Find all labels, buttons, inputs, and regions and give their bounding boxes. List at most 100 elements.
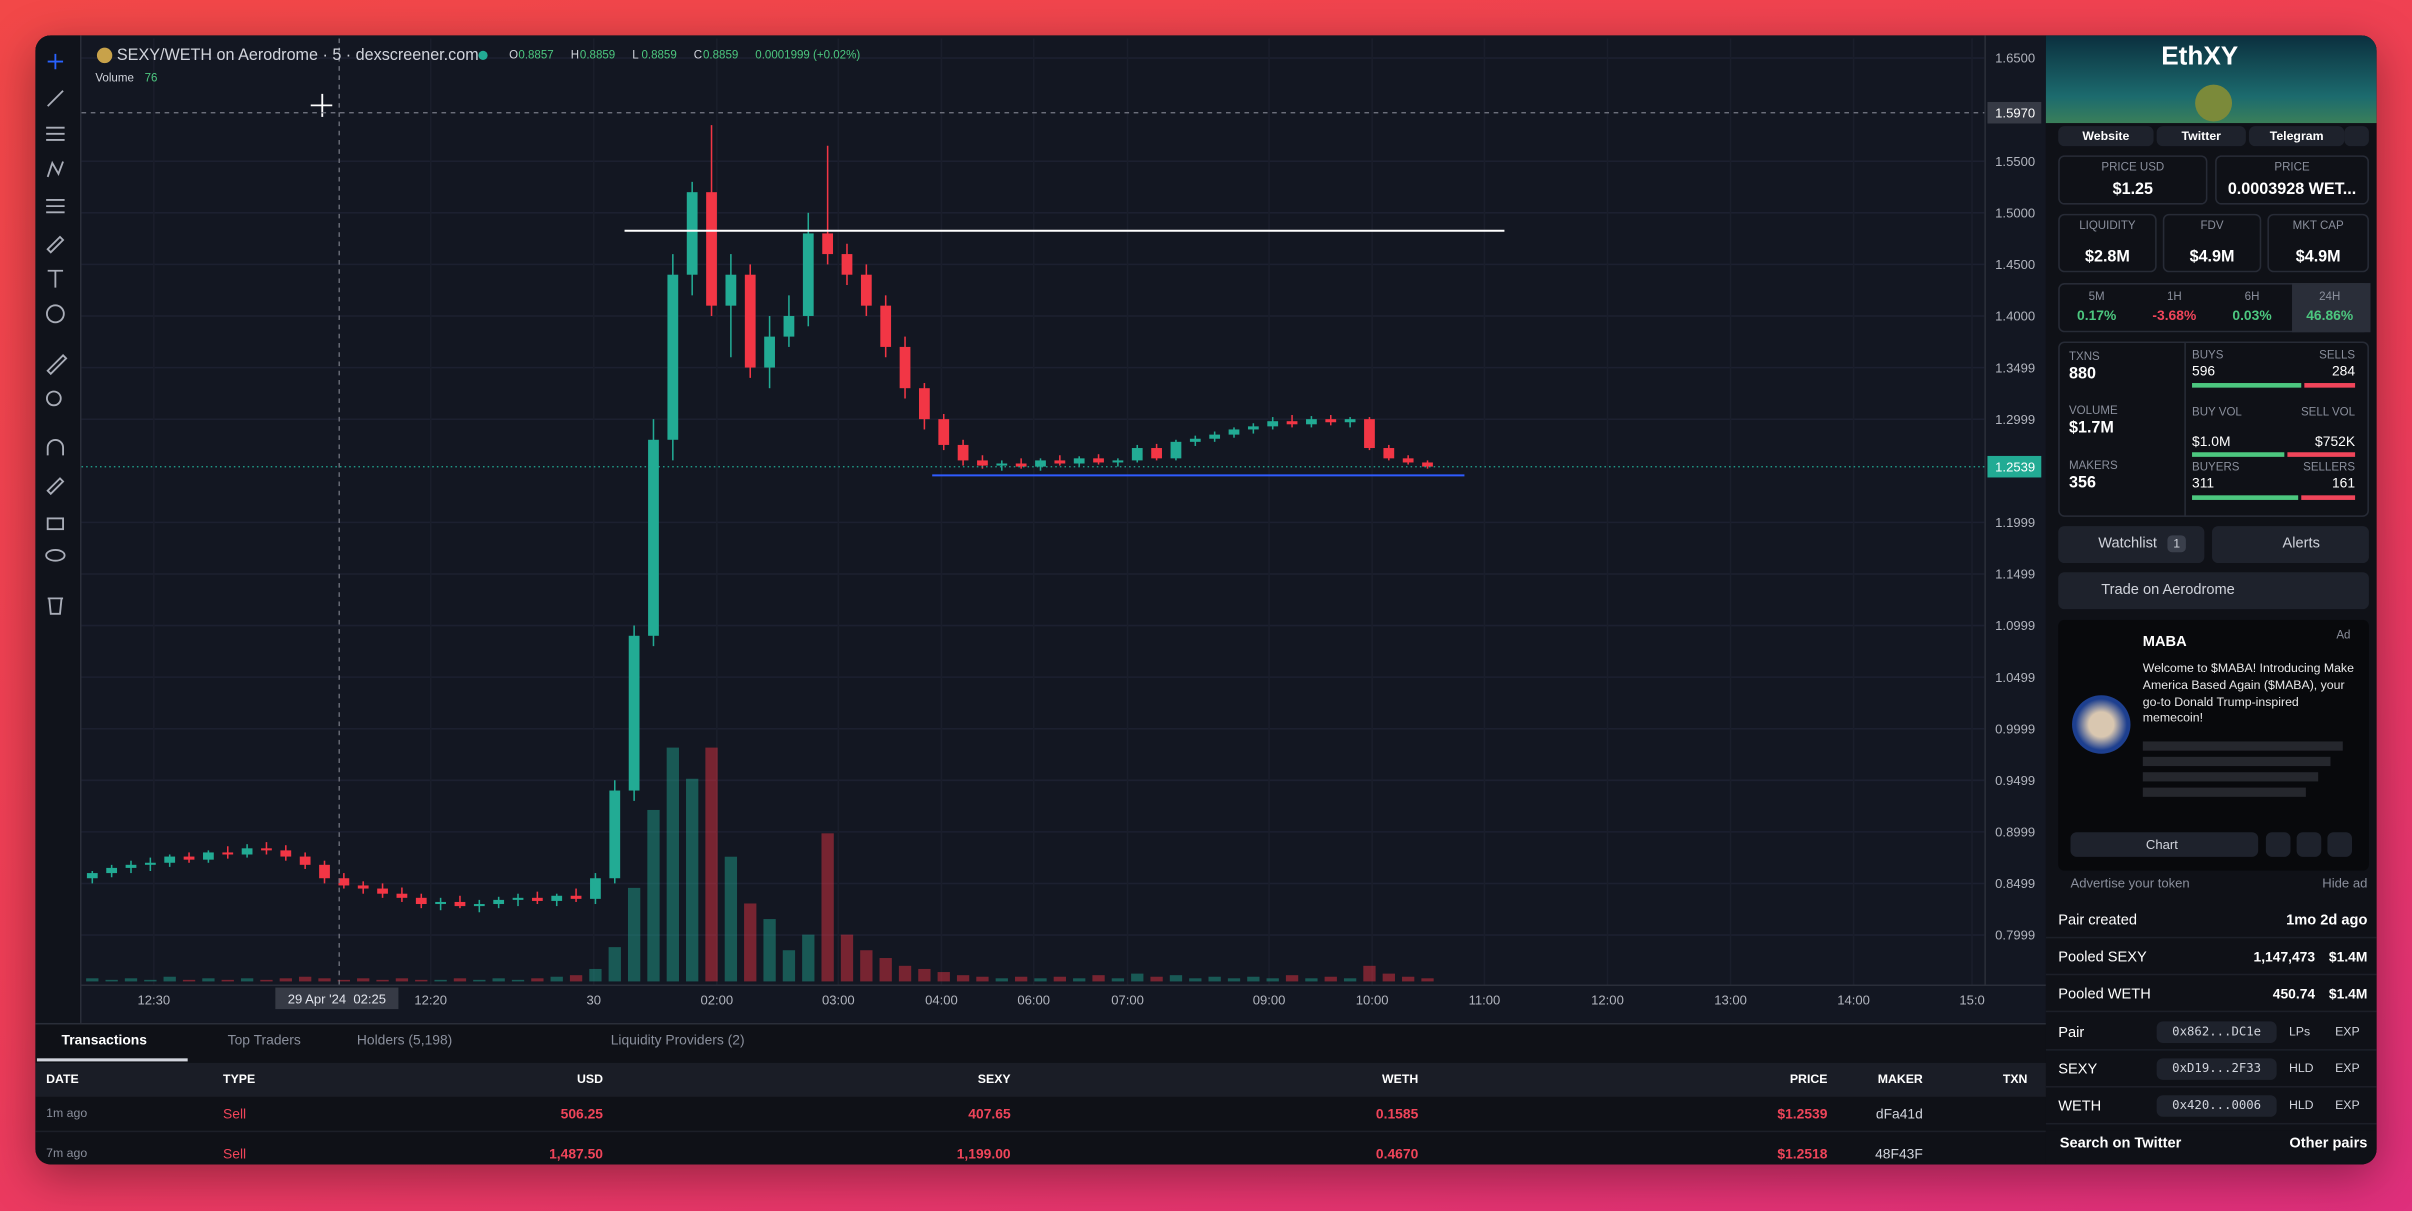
hide-ad[interactable]: Hide ad [2322, 875, 2368, 891]
address-chip[interactable] [2156, 1095, 2277, 1117]
change-selected[interactable] [2291, 283, 2370, 333]
stat-card [2162, 213, 2262, 273]
address-link[interactable]: HLD [2288, 1061, 2314, 1076]
cell: 1,199.00 [956, 1146, 1011, 1162]
ad-icon-button[interactable] [2296, 832, 2322, 857]
column-header: DATE [46, 1072, 79, 1087]
volume-bar [163, 976, 176, 982]
stat-label: BUYERS [2192, 459, 2240, 474]
tool-trash[interactable] [47, 597, 64, 615]
ad-badge: Ad [2336, 627, 2351, 642]
tool-fib[interactable] [46, 199, 65, 214]
tab-underline [36, 1058, 188, 1062]
address-chip[interactable] [2156, 1021, 2277, 1043]
volume-bar [802, 934, 815, 982]
candle-body [1364, 419, 1375, 449]
candle-body [183, 856, 195, 860]
candle-body [1228, 429, 1240, 435]
tool-eye[interactable] [45, 549, 66, 562]
tool-lines[interactable] [46, 126, 65, 141]
candle-body [493, 899, 505, 905]
tab[interactable]: Holders (5,198) [356, 1032, 453, 1048]
address-link[interactable]: HLD [2288, 1098, 2314, 1113]
explorer-link[interactable]: EXP [2335, 1061, 2360, 1076]
candle-body [86, 873, 98, 879]
explorer-link[interactable]: EXP [2335, 1024, 2360, 1039]
info-label: Pooled SEXY [2058, 949, 2147, 967]
search-twitter[interactable]: Search on Twitter [2059, 1135, 2182, 1153]
candle-body [512, 897, 524, 900]
x-tick-label: 03:00 [822, 992, 855, 1007]
tool-zoom[interactable] [45, 390, 62, 407]
link-button[interactable] [2248, 126, 2345, 147]
ad-icon-button[interactable] [2265, 832, 2291, 857]
stat-value: $4.9M [2295, 247, 2341, 267]
tool-trendline[interactable] [47, 90, 64, 107]
explorer-link[interactable]: EXP [2335, 1098, 2360, 1113]
address: 0x862...DC1e [2172, 1024, 2262, 1039]
stat-label: PRICE [2274, 159, 2310, 174]
row-separator [35, 1130, 2046, 1133]
expand-button[interactable] [2344, 126, 2369, 147]
tab[interactable]: Liquidity Providers (2) [610, 1032, 745, 1048]
change-value: 0.17% [2077, 307, 2117, 324]
stat-label: MKT CAP [2292, 218, 2344, 233]
candle-body [241, 848, 253, 855]
volume-bar [918, 968, 931, 982]
cell: Sell [223, 1106, 247, 1122]
ad-icon-button[interactable] [2327, 832, 2353, 857]
chart: 1.6500 1.5500 1.5000 1.4500 1.4000 1.3499 1.29… [35, 35, 2046, 1023]
volume-bar [318, 978, 331, 982]
candle-body [222, 852, 234, 855]
volume-value: 76 [144, 70, 158, 85]
tool-magnet[interactable] [46, 439, 64, 456]
volume-bar [569, 975, 583, 982]
ohlc-key: L [632, 47, 639, 62]
candle-body [1073, 458, 1085, 464]
tool-lock[interactable] [46, 517, 64, 531]
change-period: 5M [2088, 289, 2105, 304]
tool-text[interactable] [47, 269, 64, 288]
tool-pattern[interactable] [46, 160, 64, 178]
volume-bar [492, 978, 505, 982]
info-label: Pooled WETH [2058, 986, 2151, 1003]
candle-body [377, 888, 388, 894]
chart-background [35, 35, 2046, 1023]
link-button[interactable] [2156, 126, 2246, 147]
link-button[interactable] [2058, 126, 2154, 147]
volume-bar [686, 778, 699, 982]
volume-bar [1363, 965, 1376, 982]
ad-chart-button[interactable] [2070, 832, 2259, 857]
alerts-button[interactable] [2212, 526, 2369, 564]
volume-bar [1111, 978, 1125, 982]
tool-ruler[interactable] [46, 354, 68, 376]
tool-crosshair[interactable] [47, 53, 64, 70]
ohlc-value: 0.8859 [702, 47, 739, 62]
tool-pencil-lock[interactable] [46, 477, 65, 496]
tab[interactable]: Top Traders [227, 1032, 301, 1048]
advertise-link[interactable]: Advertise your token [2070, 875, 2190, 891]
cell: 48F43F [1875, 1146, 1923, 1162]
tool-brush[interactable] [46, 235, 65, 254]
volume-bar [453, 978, 467, 982]
crosshair-time: 29 Apr '24 02:25 [288, 992, 386, 1007]
volume-bar [550, 976, 563, 982]
candle-body [1267, 421, 1279, 427]
ohlc-value: 0.8857 [518, 47, 554, 62]
address-link[interactable]: LPs [2288, 1024, 2311, 1039]
other-pairs[interactable]: Other pairs [2289, 1135, 2368, 1153]
volume-bar [898, 965, 912, 982]
address-chip[interactable] [2156, 1058, 2277, 1080]
volume-bar [1131, 973, 1144, 982]
volume-bar [240, 978, 254, 982]
tool-emoji[interactable] [45, 304, 65, 324]
volume-bar [357, 978, 370, 982]
trade-button[interactable] [2058, 572, 2369, 610]
volume-bar [1402, 976, 1415, 982]
tab[interactable]: Transactions [61, 1032, 147, 1048]
candle-body [977, 460, 988, 466]
y-tick-label: 1.2999 [1995, 412, 2035, 427]
volume-bar [202, 978, 215, 982]
candle-body [590, 878, 601, 899]
ohlc-key: O [509, 47, 519, 62]
